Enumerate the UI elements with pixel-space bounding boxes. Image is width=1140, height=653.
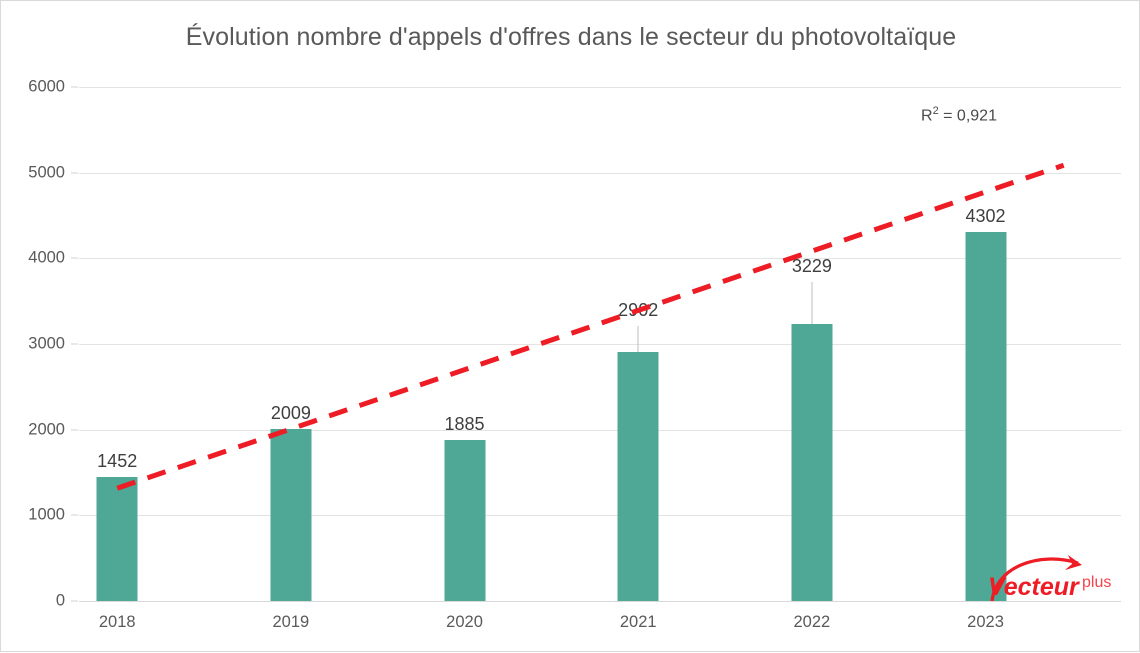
data-label-leader-line (637, 326, 639, 353)
y-axis-tick-mark (71, 429, 78, 431)
x-axis-tick-label-2018: 2018 (98, 613, 136, 631)
data-label-leader-line (811, 282, 813, 325)
y-axis-tick-mark (71, 600, 78, 602)
data-label-2018: 1452 (97, 450, 138, 471)
x-axis-tick-label-2019: 2019 (272, 613, 310, 631)
gridline (79, 172, 1121, 174)
y-axis-tick-label: 6000 (28, 77, 65, 96)
gridline (79, 601, 1121, 602)
y-axis-tick-label: 2000 (28, 420, 65, 439)
r-squared-annotation: R2 = 0,921 (921, 105, 997, 125)
bar-2022[interactable] (791, 324, 833, 601)
data-label-2021: 2902 (618, 300, 659, 321)
bar-2018[interactable] (96, 476, 138, 601)
data-label-2022: 3229 (791, 256, 832, 277)
x-axis-tick-label-2022: 2022 (793, 613, 831, 631)
data-label-2020: 1885 (444, 413, 485, 434)
data-label-2023: 4302 (965, 206, 1006, 227)
bar-2023[interactable] (965, 232, 1007, 601)
bar-2020[interactable] (444, 439, 486, 601)
plot-area: 1452 2009 1885 2902 3229 4302 (79, 87, 1121, 602)
y-axis-tick-mark (71, 343, 78, 345)
y-axis-tick-label: 3000 (28, 334, 65, 353)
data-label-2019: 2009 (270, 402, 311, 423)
y-axis-tick-label: 4000 (28, 248, 65, 267)
vecteur-plus-logo: Vecteur plus (986, 549, 1126, 611)
gridline (79, 515, 1121, 517)
logo-suffix-text: plus (1082, 574, 1111, 591)
curved-arrow-icon (990, 555, 1082, 602)
y-axis-tick-label: 0 (55, 591, 65, 610)
bar-2019[interactable] (270, 428, 312, 601)
r-squared-value: = 0,921 (938, 107, 997, 125)
y-axis-tick-mark (71, 514, 78, 516)
chart-title: Évolution nombre d'appels d'offres dans … (185, 23, 957, 51)
x-axis-tick-label-2023: 2023 (967, 613, 1004, 631)
r-squared-symbol: R (921, 107, 933, 125)
y-axis-tick-label: 1000 (28, 505, 65, 524)
y-axis-tick-mark (71, 257, 78, 259)
r-squared-exponent: 2 (932, 105, 939, 117)
bar-2021[interactable] (617, 352, 659, 601)
y-axis-tick-label: 5000 (28, 163, 65, 182)
x-axis-tick-label-2021: 2021 (619, 613, 657, 631)
logo-brand-text: Vecteur (988, 573, 1080, 601)
y-axis-tick-mark (71, 172, 78, 174)
x-axis-tick-label-2020: 2020 (446, 613, 483, 631)
y-axis-tick-mark (71, 86, 78, 88)
gridline (79, 87, 1121, 88)
